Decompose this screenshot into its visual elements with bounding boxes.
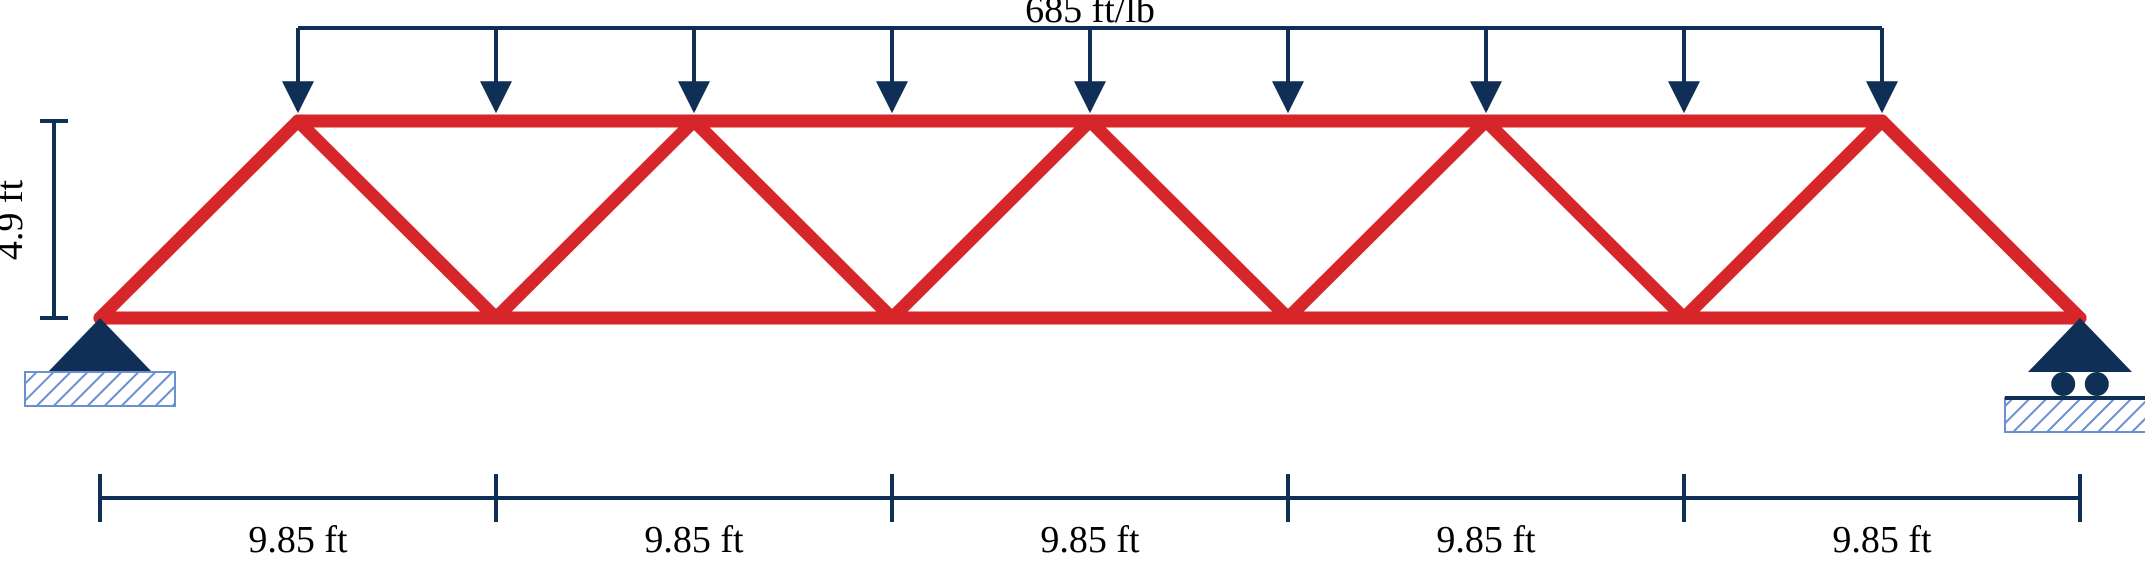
- diagonal: [1684, 121, 1882, 318]
- dim-bay-label: 9.85 ft: [644, 519, 744, 561]
- dim-bay-label: 9.85 ft: [1040, 519, 1140, 561]
- dim-bay-label: 9.85 ft: [1436, 519, 1536, 561]
- end-diagonal-left: [100, 121, 298, 318]
- dim-bay-label: 9.85 ft: [248, 519, 348, 561]
- roller-ground: [2005, 398, 2145, 432]
- truss: [100, 121, 2080, 318]
- diagonal: [1486, 121, 1684, 318]
- diagonal: [892, 121, 1090, 318]
- diagonal: [1090, 121, 1288, 318]
- end-diagonal-right: [1882, 121, 2080, 318]
- diagonal: [298, 121, 496, 318]
- truss-diagram: 685 ft/lb 4.9 ft 9.85 ft 9.85 ft 9.85 ft 9.85…: [0, 0, 2145, 585]
- pin-ground: [25, 372, 175, 406]
- pin-support: [48, 318, 152, 372]
- roller-support: [2028, 318, 2132, 372]
- roller-wheel: [2051, 372, 2075, 396]
- diagonal: [496, 121, 694, 318]
- roller-wheel: [2085, 372, 2109, 396]
- diagonal: [1288, 121, 1486, 318]
- dim-bay-label: 9.85 ft: [1832, 519, 1932, 561]
- load-label: 685 ft/lb: [1025, 0, 1155, 31]
- dim-height-label: 4.9 ft: [0, 179, 31, 260]
- diagonal: [694, 121, 892, 318]
